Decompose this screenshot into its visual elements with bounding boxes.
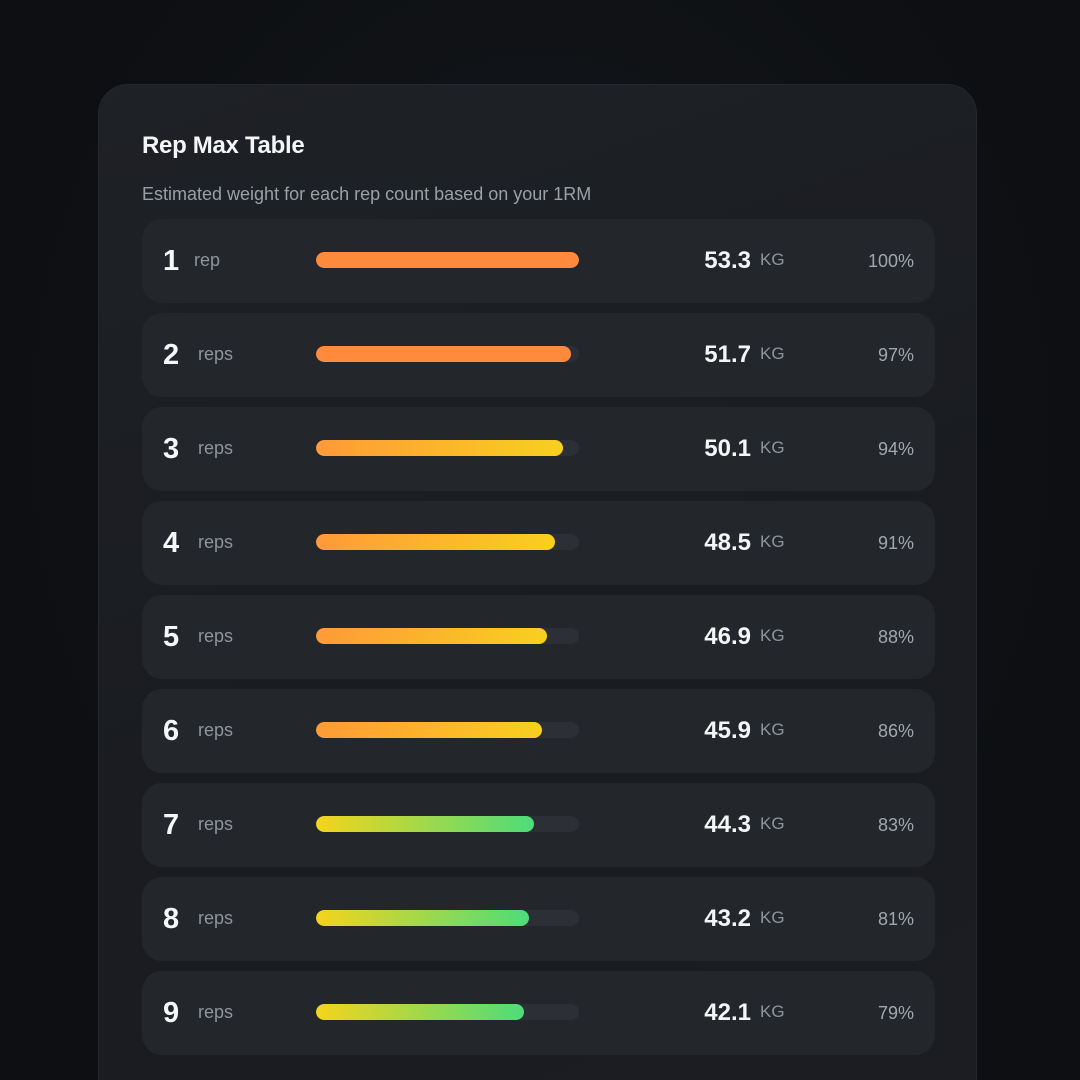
rep-unit-label: rep [194,250,221,270]
rep-row: 2 reps 51.7 KG 97% [142,313,935,397]
percent-bar-track [316,628,579,644]
weight-value: 51.7 [704,341,751,368]
rep-row: 7 reps 44.3 KG 83% [142,783,935,867]
weight-value: 44.3 [704,811,751,838]
percent-label: 79% [877,1003,914,1023]
rep-list: 1 rep 53.3 KG 100% 2 reps 51.7 KG 97% 3 reps 50.1 KG 9… [142,219,935,1055]
percent-bar-track [316,816,579,832]
rep-row: 5 reps 46.9 KG 88% [142,595,935,679]
weight-unit: KG [760,908,785,927]
weight-value: 45.9 [704,717,751,744]
weight-unit: KG [760,344,785,363]
percent-label: 81% [877,909,914,929]
rep-unit-label: reps [198,626,234,646]
rep-unit-label: reps [198,720,234,740]
percent-bar-track [316,534,579,550]
percent-bar-track [316,252,579,268]
rep-max-card: Rep Max Table Estimated weight for each … [98,84,977,1080]
percent-bar-track [316,1004,579,1020]
rep-row: 1 rep 53.3 KG 100% [142,219,935,303]
rep-count: 9 [163,997,180,1029]
rep-count: 4 [163,527,180,559]
percent-bar-track [316,910,579,926]
weight-unit: KG [760,626,785,645]
percent-bar-fill [316,440,564,456]
rep-unit-label: reps [198,532,234,552]
percent-bar-fill [316,252,579,268]
rep-unit-label: reps [198,1002,234,1022]
rep-row: 3 reps 50.1 KG 94% [142,407,935,491]
percent-bar-fill [316,816,535,832]
percent-label: 91% [877,533,914,553]
percent-bar-fill [316,722,543,738]
rep-count: 7 [163,809,180,841]
percent-label: 97% [877,345,914,365]
weight-value: 48.5 [704,529,751,556]
percent-label: 94% [877,439,914,459]
weight-unit: KG [760,1002,785,1021]
percent-bar-fill [316,910,530,926]
rep-unit-label: reps [198,908,234,928]
percent-bar-track [316,346,579,362]
percent-label: 100% [867,251,914,271]
weight-value: 42.1 [704,999,751,1026]
card-subtitle: Estimated weight for each rep count base… [142,184,592,204]
rep-unit-label: reps [198,344,234,364]
rep-row: 8 reps 43.2 KG 81% [142,877,935,961]
weight-value: 46.9 [704,623,751,650]
rep-unit-label: reps [198,814,234,834]
percent-bar-fill [316,628,548,644]
weight-value: 53.3 [704,247,751,274]
percent-bar-track [316,440,579,456]
rep-count: 6 [163,715,180,747]
weight-unit: KG [760,438,785,457]
rep-count: 2 [163,339,180,371]
card-title: Rep Max Table [142,132,305,159]
weight-unit: KG [760,720,785,739]
rep-count: 5 [163,621,180,653]
percent-bar-fill [316,1004,524,1020]
weight-unit: KG [760,250,785,269]
percent-bar-fill [316,346,572,362]
percent-label: 86% [877,721,914,741]
weight-value: 50.1 [704,435,751,462]
rep-unit-label: reps [198,438,234,458]
weight-unit: KG [760,814,785,833]
rep-count: 1 [163,245,180,277]
rep-count: 3 [163,433,180,465]
weight-value: 43.2 [704,905,751,932]
percent-label: 88% [877,627,914,647]
percent-bar-fill [316,534,556,550]
rep-row: 4 reps 48.5 KG 91% [142,501,935,585]
percent-label: 83% [877,815,914,835]
rep-row: 9 reps 42.1 KG 79% [142,971,935,1055]
weight-unit: KG [760,532,785,551]
rep-count: 8 [163,903,180,935]
rep-row: 6 reps 45.9 KG 86% [142,689,935,773]
percent-bar-track [316,722,579,738]
